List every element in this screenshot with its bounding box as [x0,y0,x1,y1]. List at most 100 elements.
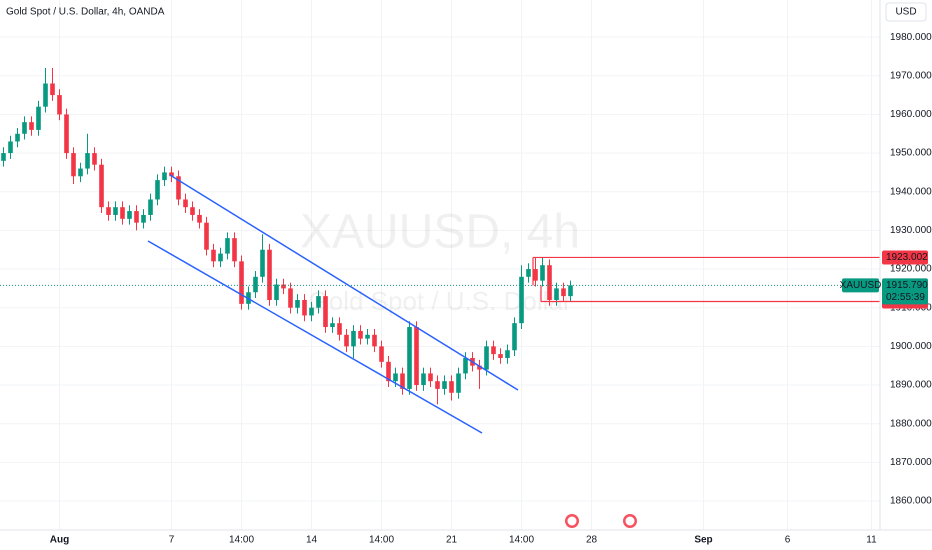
candle-body [428,373,433,382]
candle-body [484,346,489,370]
range-high-label: 1923.002 [886,252,928,263]
candle-body [358,330,363,339]
candle-body [78,168,83,177]
x-tick-label: 14 [306,535,318,546]
channel-lower [147,240,483,434]
candle-body [274,284,279,300]
candle-body [36,106,41,130]
y-tick-label: 1940.000 [890,186,932,197]
candle-body [463,357,468,374]
y-tick-label: 1970.000 [890,70,932,81]
candle-body [540,265,545,281]
x-tick-label: Aug [50,535,69,546]
candle-body [393,373,398,382]
candle-body [85,153,90,169]
grid [0,0,880,530]
candle-body [456,373,461,393]
candle-body [162,172,167,181]
candle-body [134,211,139,223]
candle-body [442,381,447,389]
y-tick-label: 1870.000 [890,457,932,468]
candle-body [526,269,531,277]
y-tick-label: 1860.000 [890,496,932,507]
candle-body [155,180,160,200]
candle-body [323,296,328,328]
candle-body [106,207,111,215]
candle-body [316,296,321,308]
watermark: XAUUSD, 4h [300,206,580,259]
candle-body [29,122,34,130]
candle-body [204,222,209,250]
candle-body [225,238,230,254]
last-price-box [882,278,928,305]
candle-body [386,361,391,382]
y-tick-label: 1980.000 [890,32,932,43]
candle-body [554,288,559,300]
candle-body [505,350,510,358]
y-tick-label: 1950.000 [890,148,932,159]
x-tick-label: 6 [785,535,791,546]
candle-body [330,323,335,328]
plot [0,68,880,405]
candle-body [64,114,69,154]
candle-body [190,207,195,215]
candle-body [127,211,132,219]
candle-body [568,285,573,297]
event-icon-inner [625,516,635,526]
candle-body [351,330,356,347]
candle-body [253,276,258,293]
candle-body [302,299,307,316]
chart-title: Gold Spot / U.S. Dollar, 4h, OANDA [6,7,165,18]
candle-body [512,323,517,351]
x-tick-label: 21 [446,535,458,546]
symbol-box [842,278,879,293]
candle-body [239,261,244,304]
channel-upper [169,174,519,391]
x-tick-label: Sep [694,535,712,546]
x-tick-label: 14:00 [229,535,254,546]
x-tick-label: 14:00 [369,535,394,546]
candle-body [519,276,524,324]
candle-body [141,214,146,223]
candle-body [372,334,377,347]
candle-body [288,288,293,308]
candle-body [547,265,552,300]
candle-body [344,334,349,347]
candle-body [183,199,188,208]
candle-body [197,214,202,223]
candle-body [365,334,370,339]
candle-body [491,346,496,355]
y-tick-label: 1900.000 [890,341,932,352]
candle-body [400,373,405,389]
candle-body [498,354,503,358]
currency-button[interactable] [885,2,927,22]
y-tick-label: 1920.000 [890,264,932,275]
y-tick-label: 1890.000 [890,380,932,391]
candle-body [120,207,125,219]
candle-body [211,249,216,262]
range-high-box [882,250,928,265]
candle-body [92,153,97,165]
candle-body [477,365,482,370]
candle-body [267,249,272,300]
candle-body [57,95,62,115]
candle-body [449,381,454,393]
candle-body [232,238,237,262]
candle-body [414,327,419,386]
last-price-label: 1915.790 [886,280,928,291]
candle-body [561,288,566,297]
candle-body [8,141,13,154]
candle-body [71,153,76,177]
candle-body [435,381,440,389]
symbol-label: XAUUSD [840,280,882,291]
candle-body [148,199,153,215]
candle-body [309,307,314,316]
x-tick-label: 14:00 [509,535,534,546]
x-tick-label: 28 [586,535,598,546]
candle-body [169,172,174,177]
countdown-label: 02:55:39 [886,292,925,303]
y-tick-label: 1880.000 [890,418,932,429]
candle-body [43,83,48,107]
candle-body [113,207,118,215]
